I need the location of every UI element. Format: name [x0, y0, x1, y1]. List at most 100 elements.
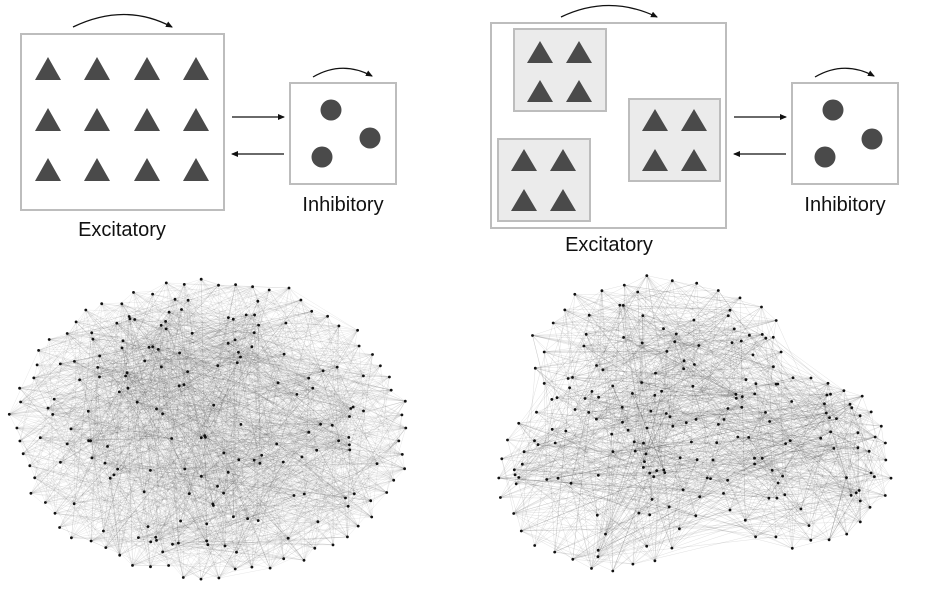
network-node	[155, 539, 158, 542]
network-node	[347, 436, 351, 439]
network-node	[299, 298, 303, 302]
network-node	[698, 495, 702, 499]
network-node	[142, 490, 146, 494]
network-node	[292, 494, 296, 497]
cluster-box	[497, 138, 591, 222]
network-node	[728, 308, 732, 312]
network-node	[545, 478, 549, 481]
triangle-icon	[527, 41, 553, 63]
network-node	[670, 546, 674, 550]
network-node	[705, 476, 709, 480]
network-node	[226, 341, 230, 345]
network-node	[275, 442, 279, 446]
network-node	[46, 406, 50, 410]
network-node	[170, 437, 174, 440]
network-node	[267, 288, 271, 292]
network-node	[564, 429, 568, 433]
network-node	[631, 562, 635, 566]
network-node	[774, 535, 778, 539]
network-node	[553, 441, 557, 445]
network-node	[260, 453, 264, 457]
network-node	[884, 458, 888, 462]
network-node	[216, 484, 219, 488]
network-node	[389, 388, 393, 392]
network-node	[186, 298, 190, 302]
network-node	[550, 398, 554, 401]
network-node	[772, 365, 775, 369]
network-node	[531, 334, 534, 337]
network-node	[849, 494, 853, 497]
network-node	[400, 413, 404, 417]
network-node	[370, 515, 374, 519]
network-node	[595, 364, 598, 367]
network-node	[734, 396, 738, 400]
network-node	[281, 460, 285, 464]
network-node	[212, 403, 216, 407]
network-node	[199, 577, 203, 581]
network-node	[239, 423, 243, 426]
network-node	[356, 328, 359, 332]
network-node	[231, 317, 235, 321]
network-node	[346, 504, 350, 508]
excitatory-recurrent-arrow	[72, 13, 173, 28]
network-node	[709, 477, 712, 480]
network-node	[747, 436, 751, 439]
network-node	[257, 323, 260, 327]
network-node	[590, 390, 594, 393]
network-node	[671, 424, 675, 428]
network-node	[744, 378, 748, 381]
network-node	[542, 382, 546, 385]
network-node	[732, 327, 736, 331]
network-node	[369, 499, 373, 503]
network-node	[132, 291, 135, 294]
network-node	[96, 366, 100, 369]
network-node	[520, 462, 524, 466]
network-node	[164, 281, 168, 285]
network-node	[848, 402, 852, 406]
network-node	[177, 384, 181, 388]
network-node	[18, 386, 21, 390]
network-node	[276, 381, 280, 385]
network-node	[809, 538, 813, 542]
network-node	[513, 473, 517, 477]
network-node	[337, 439, 340, 443]
network-node	[256, 519, 260, 522]
network-node	[84, 308, 88, 312]
network-node	[600, 289, 604, 293]
network-node	[104, 546, 108, 549]
network-node	[858, 499, 862, 503]
network-node	[873, 435, 877, 439]
network-node	[824, 411, 828, 415]
excitatory-neurons	[35, 57, 209, 181]
network-node	[250, 345, 254, 349]
network-edges	[498, 275, 892, 572]
network-node	[137, 536, 140, 539]
network-node	[645, 274, 649, 277]
network-node	[300, 455, 304, 459]
network-node	[499, 496, 502, 499]
network-node	[869, 410, 873, 414]
network-edge-paths	[9, 279, 406, 580]
network-node	[103, 461, 107, 465]
cluster-1	[513, 28, 607, 112]
network-node	[764, 336, 768, 340]
network-node	[783, 493, 787, 497]
network-node	[217, 576, 221, 580]
network-node	[693, 363, 696, 366]
network-node	[90, 331, 94, 335]
network-node	[98, 354, 102, 358]
network-node	[352, 492, 356, 496]
excitatory-label: Excitatory	[78, 219, 166, 241]
network-node	[199, 474, 203, 478]
network-node	[173, 297, 177, 301]
clustered-schematic: Excitatory Inhibitory	[490, 4, 899, 256]
network-node	[652, 475, 656, 479]
network-node	[645, 426, 649, 430]
network-node	[768, 420, 771, 423]
network-node	[244, 313, 248, 317]
network-node	[889, 476, 893, 480]
network-node	[226, 470, 230, 474]
network-node	[295, 393, 299, 396]
network-node	[767, 496, 771, 500]
network-node	[69, 427, 73, 431]
